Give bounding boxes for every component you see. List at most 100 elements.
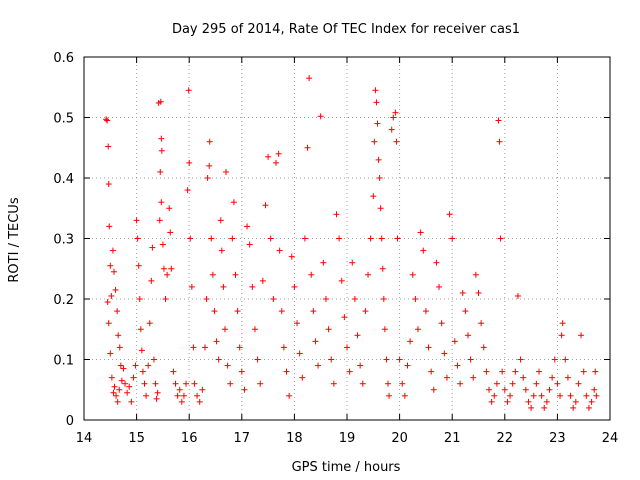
data-point [291,283,298,290]
data-point [385,380,392,387]
data-point [170,368,177,375]
data-point [104,117,111,124]
y-tick-labels: 0 0.1 0.2 0.3 0.4 0.5 0.6 [53,51,74,429]
data-point [593,392,600,399]
data-point [221,326,228,333]
data-point [383,356,390,363]
data-point [152,380,159,387]
data-point [377,205,384,212]
data-point [224,362,231,369]
data-point [265,153,272,160]
data-point [114,398,121,405]
data-point [438,320,445,327]
data-point [328,356,335,363]
data-point [585,404,592,411]
x-tick-label: 21 [444,431,461,446]
x-tick-label: 22 [497,431,514,446]
data-point [558,332,565,339]
data-point [246,241,253,248]
data-point [157,168,164,175]
data-point [194,392,201,399]
data-point [128,398,135,405]
data-point [135,262,142,269]
data-point [517,356,524,363]
data-point [367,235,374,242]
x-tick-labels: 14 15 16 17 18 19 20 21 22 23 24 [76,431,619,446]
data-points [103,75,600,411]
data-point [164,271,171,278]
data-point [208,235,215,242]
data-point [158,199,165,206]
data-point [301,235,308,242]
data-point [491,392,498,399]
data-point [160,265,167,272]
data-point [223,168,230,175]
x-tick-label: 20 [391,431,408,446]
data-point [187,235,194,242]
data-point [559,320,566,327]
y-tick-label: 0.3 [53,233,74,248]
data-point [320,259,327,266]
data-point [475,289,482,296]
data-point [375,156,382,163]
data-point [136,296,143,302]
data-point [381,326,388,333]
data-point [104,299,111,306]
data-point [306,75,313,82]
data-point [241,386,248,393]
data-point [562,356,569,363]
data-point [567,392,574,399]
data-point [153,395,160,402]
grid [84,57,610,420]
data-point [158,147,165,154]
data-point [270,296,277,302]
data-point [146,320,153,327]
data-point [108,292,115,299]
data-point [176,386,183,393]
data-point [404,362,411,369]
data-point [564,374,571,381]
data-point [249,283,256,290]
data-point [325,326,332,333]
data-point [365,271,372,278]
data-point [229,235,236,242]
data-point [401,392,408,399]
data-point [399,380,406,387]
data-point [409,271,416,278]
data-point [322,296,329,302]
data-point [190,344,197,351]
data-point [130,374,137,381]
data-point [191,380,198,387]
x-tick-label: 19 [339,431,356,446]
data-point [514,292,521,299]
data-point [126,383,133,390]
data-point [394,235,401,242]
data-point [436,283,443,290]
data-point [530,392,537,399]
data-point [420,247,427,254]
data-point [580,368,587,375]
data-point [211,308,218,315]
data-point [186,159,193,166]
data-point [106,223,113,230]
data-point [203,296,210,302]
data-point [111,383,118,390]
data-point [441,350,448,357]
data-point [557,392,564,399]
data-point [376,175,383,181]
data-point [551,356,558,363]
data-point [459,289,466,296]
data-point [520,374,527,381]
data-point [378,235,385,242]
data-point [480,344,487,351]
x-axis-label: GPS time / hours [292,460,401,475]
data-point [504,398,511,405]
data-point [148,277,155,284]
data-point [549,374,556,381]
data-point [278,308,285,315]
data-point [493,380,500,387]
y-tick-label: 0.4 [53,172,74,187]
data-point [141,380,148,387]
x-tick-label: 15 [128,431,145,446]
